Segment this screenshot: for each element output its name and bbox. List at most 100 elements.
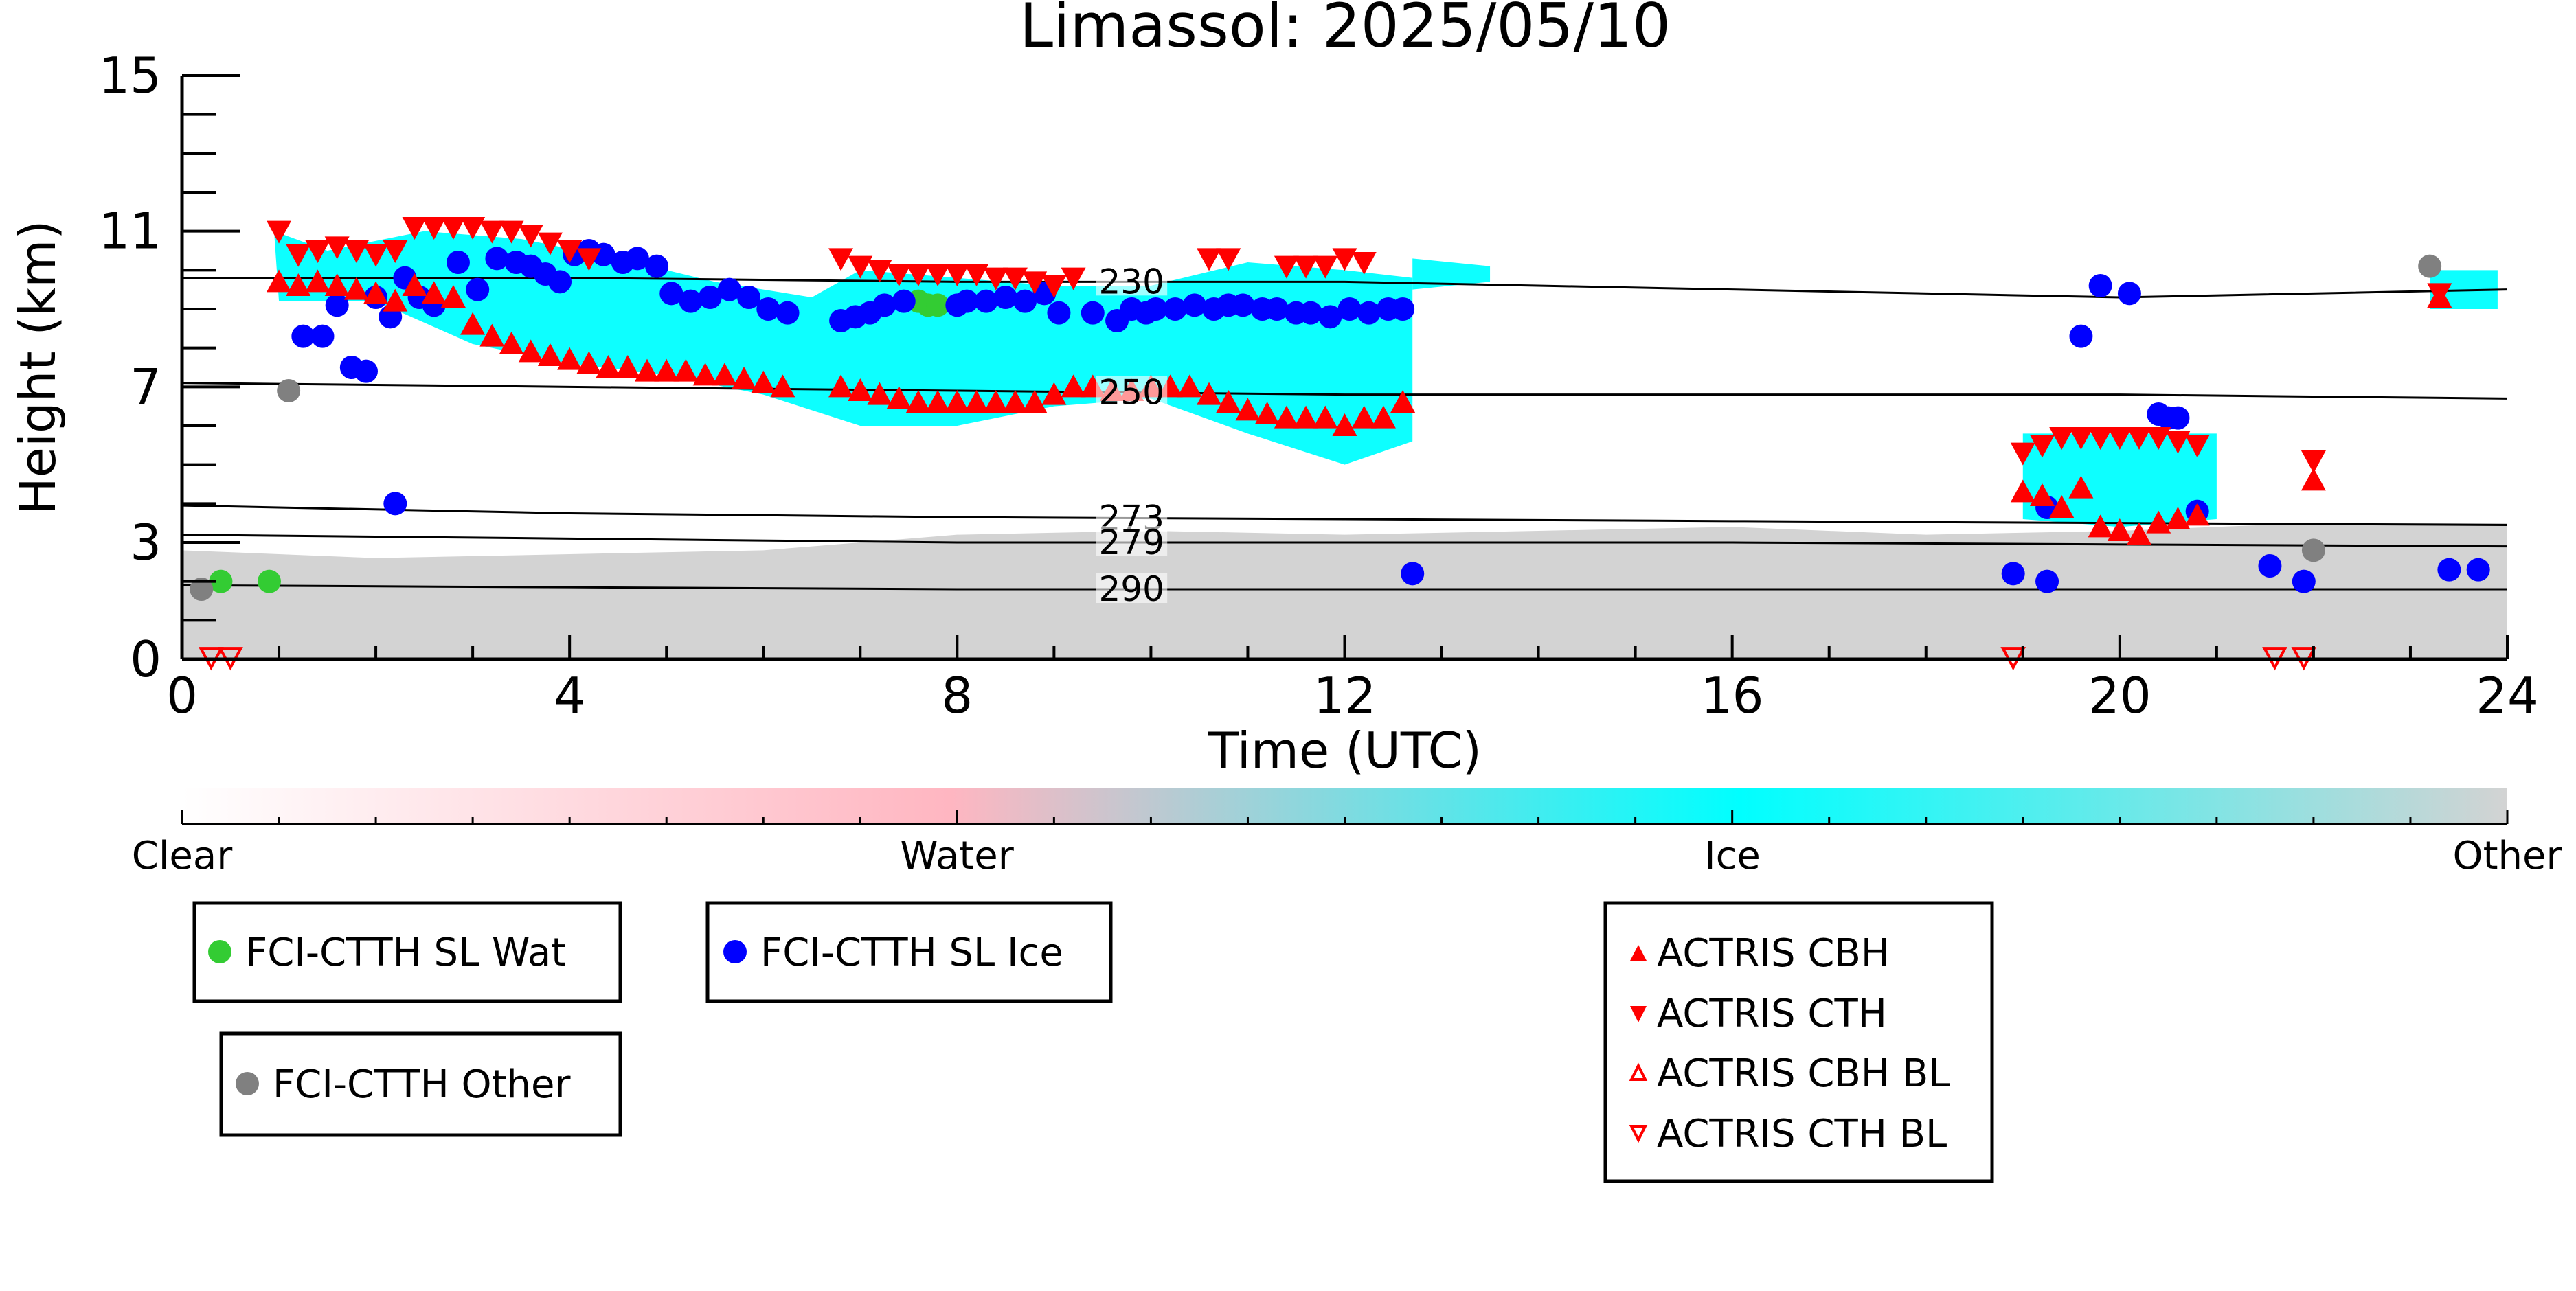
data-point [325, 293, 349, 317]
data-point [343, 277, 369, 300]
data-point [460, 312, 486, 335]
legend-box [192, 901, 622, 1003]
data-point [2146, 427, 2171, 450]
data-point [770, 374, 795, 398]
data-point [479, 220, 505, 244]
data-point [324, 273, 350, 296]
colorbar-label-clear: Clear [132, 834, 233, 878]
data-point [905, 264, 931, 286]
ice-cloud-region-1 [1412, 258, 1491, 290]
legend-fci-wat: FCI-CTTH SL Wat [192, 901, 622, 1003]
data-point [926, 293, 950, 317]
data-point [2107, 518, 2132, 541]
data-point [267, 269, 292, 293]
data-point [548, 270, 572, 294]
data-point [828, 248, 854, 271]
y-axis-label: Height (km) [9, 220, 67, 515]
data-point [2035, 569, 2059, 593]
chart-title: Limassol: 2025/05/10 [1019, 0, 1671, 61]
data-point [1274, 405, 1299, 429]
data-point [1231, 293, 1255, 317]
legend-marker-blue-circle [723, 940, 747, 963]
plot-axes: 0 4 8 12 16 20 24 0 3 7 11 15 [98, 47, 2538, 724]
data-point [867, 260, 892, 283]
data-point [867, 382, 892, 405]
data-point [277, 379, 301, 402]
data-point [776, 301, 800, 325]
data-point [596, 355, 621, 378]
data-point [446, 251, 470, 274]
data-point [2146, 510, 2171, 534]
data-point [848, 378, 873, 401]
data-point [964, 390, 989, 413]
data-point [1391, 297, 1415, 321]
data-point [1013, 289, 1037, 313]
contour-line-290 [182, 584, 2507, 591]
data-point [1313, 255, 1338, 279]
data-point [964, 264, 989, 286]
legend-label-actris-cbh: ACTRIS CBH [1657, 931, 1890, 976]
x-tick-label: 16 [1701, 667, 1764, 724]
data-point [1337, 297, 1362, 321]
data-point [2466, 558, 2490, 582]
data-point [945, 264, 970, 286]
data-point [1197, 382, 1222, 405]
y-tick-label: 15 [98, 47, 161, 104]
y-tick-label: 0 [130, 630, 161, 688]
data-point [872, 293, 896, 317]
contour-label-bg [1096, 573, 1168, 603]
data-point [1235, 398, 1261, 421]
x-tick-label: 20 [2088, 667, 2151, 724]
data-point [955, 289, 979, 313]
data-point [485, 247, 509, 271]
data-point [615, 355, 640, 378]
colorbar-label-water: Water [900, 834, 1015, 878]
data-point [2184, 435, 2210, 458]
data-point [2030, 483, 2055, 506]
data-point [557, 347, 583, 370]
data-point [479, 323, 505, 347]
data-point [2165, 431, 2191, 454]
data-point [828, 374, 854, 398]
data-point [886, 264, 912, 286]
x-tick-label: 0 [166, 667, 198, 724]
legend-marker-green-circle [208, 940, 231, 963]
contour-label-230: 230 [1098, 262, 1164, 301]
data-point [354, 359, 378, 383]
data-point [993, 286, 1017, 309]
colorbar-ticks [181, 810, 2509, 824]
contour-label-bg [1096, 526, 1168, 556]
data-point [1332, 413, 1357, 436]
data-point [1299, 301, 1323, 325]
data-point [421, 217, 447, 240]
data-point [886, 386, 912, 409]
data-point [1197, 248, 1222, 271]
data-point [1293, 255, 1319, 279]
data-point [1061, 374, 1086, 398]
legend-fci-ice: FCI-CTTH SL Ice [705, 901, 1113, 1003]
data-point [440, 217, 466, 240]
data-point [659, 282, 683, 306]
data-point [645, 254, 669, 278]
data-point [1163, 297, 1187, 321]
legend-marker-gray-circle [236, 1072, 259, 1095]
data-point [2010, 442, 2035, 466]
data-point [1022, 271, 1048, 295]
data-point [466, 277, 490, 301]
legend-marker-triangle-down-open [1629, 1125, 1648, 1143]
data-point [1370, 405, 1396, 429]
data-point [712, 363, 737, 386]
data-point [305, 269, 330, 293]
data-point [291, 324, 315, 348]
legend-marker-triangle-up-open [1629, 1062, 1648, 1081]
data-point [756, 297, 780, 321]
y-tick-label: 7 [130, 358, 161, 415]
data-point [1274, 255, 1299, 279]
data-point [2068, 427, 2094, 450]
data-point [2069, 324, 2093, 348]
data-point [2001, 562, 2025, 586]
data-point [1265, 297, 1289, 321]
data-point [654, 358, 679, 382]
